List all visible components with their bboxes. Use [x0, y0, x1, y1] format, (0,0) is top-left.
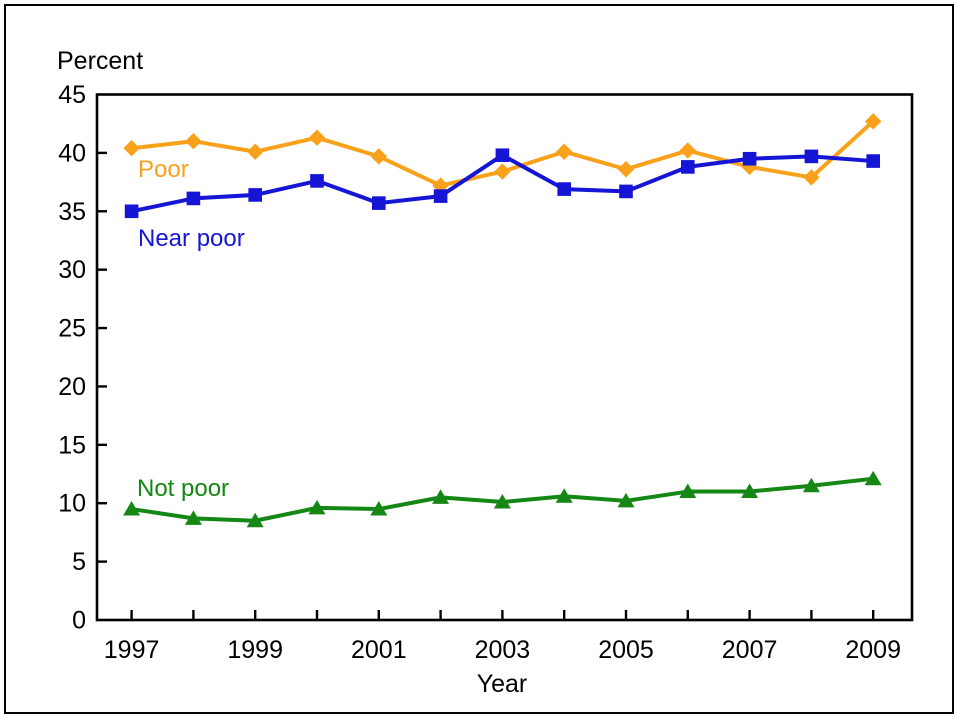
not-poor-marker — [370, 501, 388, 516]
not-poor-marker — [493, 494, 511, 509]
x-axis-title: Year — [477, 670, 528, 698]
poor-marker — [185, 133, 202, 150]
y-tick-label: 25 — [58, 315, 86, 343]
not-poor-marker — [308, 499, 326, 515]
x-tick-label: 2007 — [722, 636, 778, 664]
near-poor-marker — [804, 149, 819, 164]
not-poor-marker — [246, 512, 264, 528]
not-poor-marker — [617, 492, 635, 508]
not-poor-marker — [555, 488, 573, 503]
poor-marker — [308, 129, 326, 146]
y-tick-label: 0 — [72, 607, 86, 635]
near-poor-marker — [866, 154, 880, 168]
near-poor-marker — [124, 204, 139, 219]
not-poor-marker — [123, 501, 141, 516]
near-poor-marker — [557, 182, 571, 196]
not-poor-marker — [802, 477, 820, 493]
near-poor-marker — [372, 196, 386, 210]
not-poor-marker — [864, 470, 882, 486]
not-poor-series-label: Not poor — [137, 475, 229, 502]
poor-marker — [247, 143, 264, 160]
y-tick-label: 15 — [58, 431, 86, 459]
poor-marker — [679, 142, 696, 159]
near-poor-marker — [433, 189, 448, 203]
x-tick-label: 2009 — [845, 636, 901, 664]
x-tick-label: 1997 — [104, 636, 160, 664]
not-poor-marker — [184, 510, 202, 525]
poor-marker — [494, 163, 511, 180]
poor-series-label: Poor — [138, 156, 189, 183]
y-tick-label: 45 — [58, 81, 86, 109]
y-tick-label: 30 — [58, 256, 86, 284]
y-axis-title: Percent — [57, 47, 143, 75]
near-poor-marker — [681, 160, 695, 174]
poor-marker — [741, 158, 758, 176]
poor-marker — [556, 143, 573, 160]
y-tick-label: 35 — [58, 198, 86, 226]
near-poor-marker — [186, 191, 201, 206]
near-poor-marker — [310, 174, 324, 188]
y-tick-label: 20 — [58, 373, 86, 401]
poor-marker — [617, 161, 635, 178]
x-tick-label: 2003 — [475, 636, 531, 664]
poor-marker — [865, 113, 882, 130]
x-tick-label: 2001 — [351, 636, 407, 664]
y-tick-label: 40 — [58, 139, 86, 167]
near-poor-series-label: Near poor — [138, 225, 245, 252]
x-tick-label: 1999 — [227, 636, 283, 664]
y-tick-label: 10 — [58, 490, 86, 518]
not-poor-marker — [741, 483, 759, 499]
not-poor-marker — [679, 483, 697, 499]
poor-marker — [803, 169, 820, 186]
near-poor-marker — [248, 188, 262, 202]
near-poor-marker — [619, 184, 633, 199]
near-poor-marker — [742, 151, 757, 166]
plot-area: 0 5 10 15 20 25 30 35 40 45 1997 1999 2001 2003 2005 20… — [58, 81, 914, 664]
x-tick-label: 2005 — [598, 636, 654, 664]
poor-marker — [370, 148, 387, 165]
plot-frame — [95, 93, 914, 622]
not-poor-marker — [432, 489, 450, 504]
near-poor-marker — [495, 148, 510, 163]
y-tick-label: 5 — [72, 548, 86, 576]
poor-marker — [123, 140, 140, 157]
